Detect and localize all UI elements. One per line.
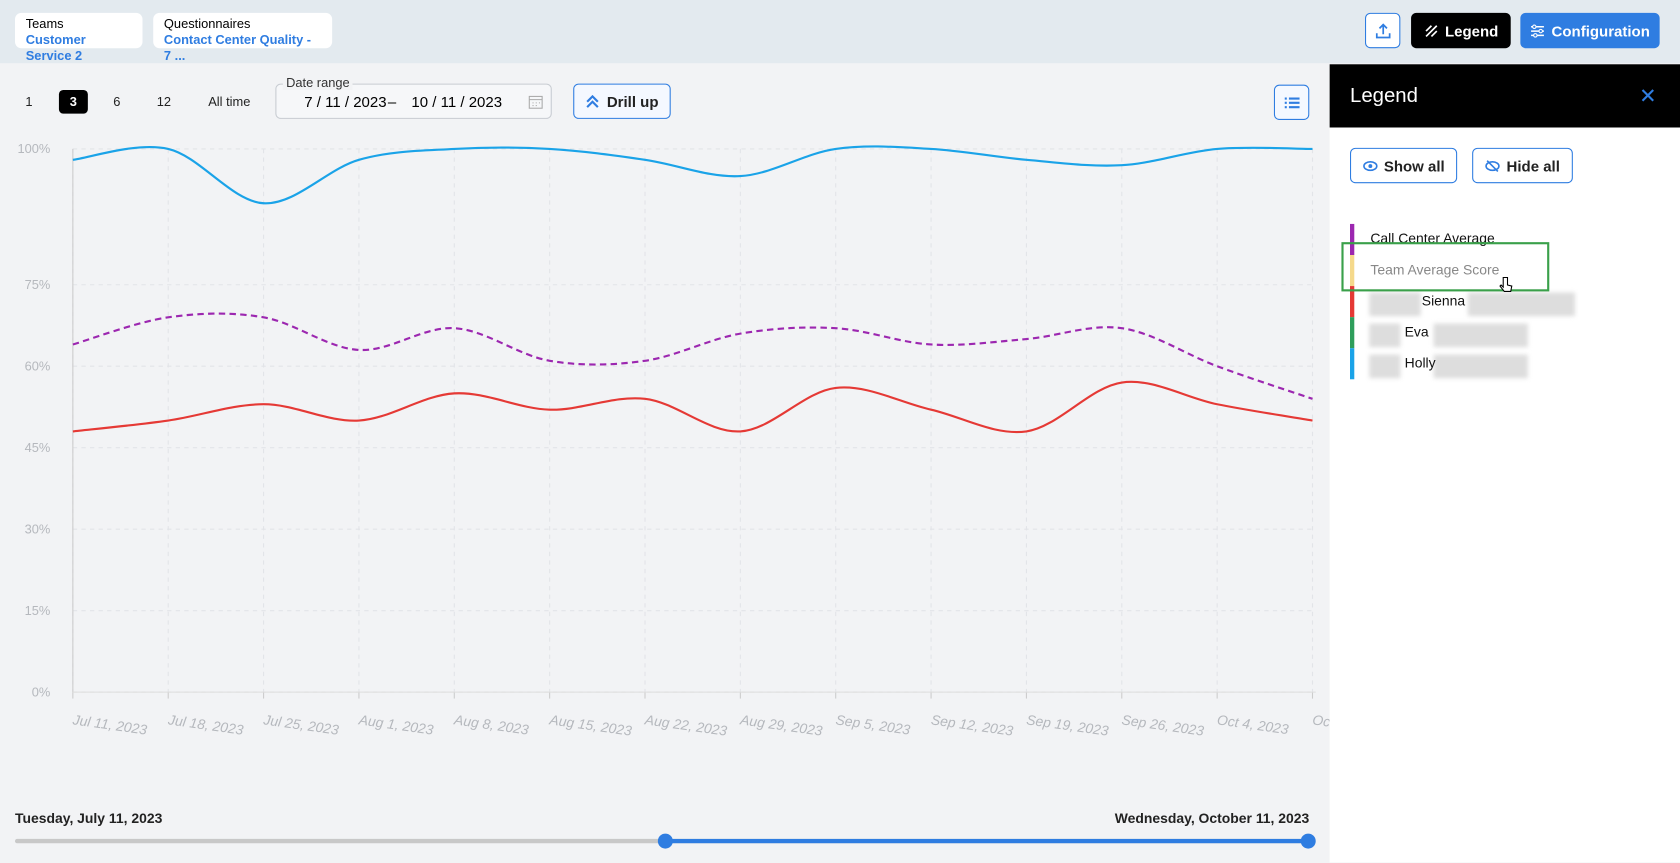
y-tick-label: 30% xyxy=(25,521,51,536)
legend-swatch xyxy=(1350,255,1355,287)
series-line xyxy=(72,145,1313,205)
button-label: Drill up xyxy=(606,92,659,110)
filter-label: Questionnaires xyxy=(163,16,251,32)
period-button[interactable]: 1 xyxy=(25,94,33,110)
legend-swatch xyxy=(1350,317,1355,349)
legend-title: Legend xyxy=(1350,84,1418,108)
export-icon xyxy=(1375,22,1390,38)
x-tick-label: Sep 12, 2023 xyxy=(930,711,1014,738)
eye-icon xyxy=(1362,160,1378,171)
slider-handle[interactable] xyxy=(1300,833,1316,849)
legend-swatch xyxy=(1350,223,1355,256)
x-tick-label: Aug 8, 2023 xyxy=(452,711,530,737)
x-tick-label: Sep 5, 2023 xyxy=(835,711,912,737)
legend-swatch xyxy=(1350,286,1355,318)
slider-end-label: Wednesday, October 11, 2023 xyxy=(1114,810,1310,827)
button-label: Hide all xyxy=(1506,156,1560,175)
y-tick-label: 15% xyxy=(25,603,51,618)
y-tick-label: 60% xyxy=(25,359,51,374)
x-tick-label: Sep 26, 2023 xyxy=(1121,711,1205,738)
x-tick-label: Oct 4, 2023 xyxy=(1216,711,1290,737)
period-button[interactable]: 12 xyxy=(156,94,172,110)
button-label: Configuration xyxy=(1551,21,1650,40)
eye-off-icon xyxy=(1485,159,1500,172)
series-line xyxy=(72,380,1313,434)
date-range-label: Date range xyxy=(282,75,353,91)
date-start: 7 / 11 / 2023 xyxy=(304,93,387,111)
highlight-box xyxy=(1341,242,1550,292)
redacted xyxy=(1467,292,1576,317)
redacted xyxy=(1433,323,1528,348)
list-view-button[interactable] xyxy=(1273,84,1310,121)
cursor xyxy=(1499,276,1513,292)
y-tick-label: 100% xyxy=(17,141,50,156)
configuration-button[interactable]: Configuration xyxy=(1520,12,1660,49)
legend-button[interactable]: Legend xyxy=(1411,12,1511,49)
x-tick-label: Sep 19, 2023 xyxy=(1025,711,1109,738)
legend-entry[interactable]: Holly xyxy=(1404,354,1436,371)
filter-label: Teams xyxy=(25,16,64,32)
redacted xyxy=(1369,323,1401,348)
x-tick-label: Aug 1, 2023 xyxy=(357,711,435,737)
x-tick-label: Aug 15, 2023 xyxy=(548,711,633,739)
date-end: 10 / 11 / 2023 xyxy=(411,93,503,111)
redacted xyxy=(1369,292,1421,317)
export-button[interactable] xyxy=(1365,12,1401,49)
legend-entry[interactable]: Eva xyxy=(1404,323,1429,340)
legend-entry[interactable]: Team Average Score xyxy=(1370,261,1500,278)
period-button[interactable]: 3 xyxy=(58,90,88,114)
redacted xyxy=(1433,354,1528,379)
legend-entry[interactable]: Sienna xyxy=(1421,292,1466,309)
date-range-input[interactable]: Date range 7 / 11 / 2023 – 10 / 11 / 202… xyxy=(275,75,552,119)
y-tick-label: 45% xyxy=(25,440,51,455)
x-tick-label: Jul 18, 2023 xyxy=(166,711,245,738)
redacted xyxy=(1369,354,1401,379)
calendar-icon xyxy=(528,95,543,109)
close-button[interactable] xyxy=(1641,89,1654,102)
slider-handle[interactable] xyxy=(657,833,673,849)
show-all-button[interactable]: Show all xyxy=(1350,147,1458,184)
series-line xyxy=(72,312,1313,400)
x-tick-label: Oct 11, 2023 xyxy=(1311,711,1329,738)
date-separator: – xyxy=(387,93,397,111)
slider-start-label: Tuesday, July 11, 2023 xyxy=(15,810,163,827)
hide-all-button[interactable]: Hide all xyxy=(1472,147,1573,184)
legend-swatch xyxy=(1350,348,1355,380)
x-tick-label: Aug 29, 2023 xyxy=(738,711,823,739)
x-tick-label: Aug 22, 2023 xyxy=(643,711,728,739)
legend-header: Legend xyxy=(1329,64,1680,128)
teams-filter[interactable]: Teams Customer Service 2 xyxy=(15,12,143,63)
drill-up-button[interactable]: Drill up xyxy=(573,83,671,119)
period-button[interactable]: All time xyxy=(208,94,251,110)
y-tick-label: 0% xyxy=(32,684,51,699)
slider-range xyxy=(665,838,1310,844)
legend-panel: Legend Show all Hide all Call Center Ave… xyxy=(1329,64,1680,863)
x-tick-label: Jul 25, 2023 xyxy=(262,711,341,738)
button-label: Show all xyxy=(1383,156,1445,175)
x-tick-label: Jul 11, 2023 xyxy=(71,711,148,737)
questionnaires-filter[interactable]: Questionnaires Contact Center Quality - … xyxy=(153,12,333,63)
y-tick-label: 75% xyxy=(25,277,51,292)
period-button[interactable]: 6 xyxy=(113,94,121,110)
chart: 0% 15% 30% 45% 60% 75% 100% Jul 11, 2023 Jul 18,… xyxy=(17,141,1329,739)
drill-up-icon xyxy=(586,94,600,108)
filter-value: Contact Center Quality - 7 ... xyxy=(163,32,312,64)
filter-value: Customer Service 2 xyxy=(25,32,86,64)
button-label: Legend xyxy=(1444,21,1499,40)
list-icon xyxy=(1284,96,1300,108)
legend-icon xyxy=(1425,24,1437,37)
config-icon xyxy=(1531,24,1545,38)
